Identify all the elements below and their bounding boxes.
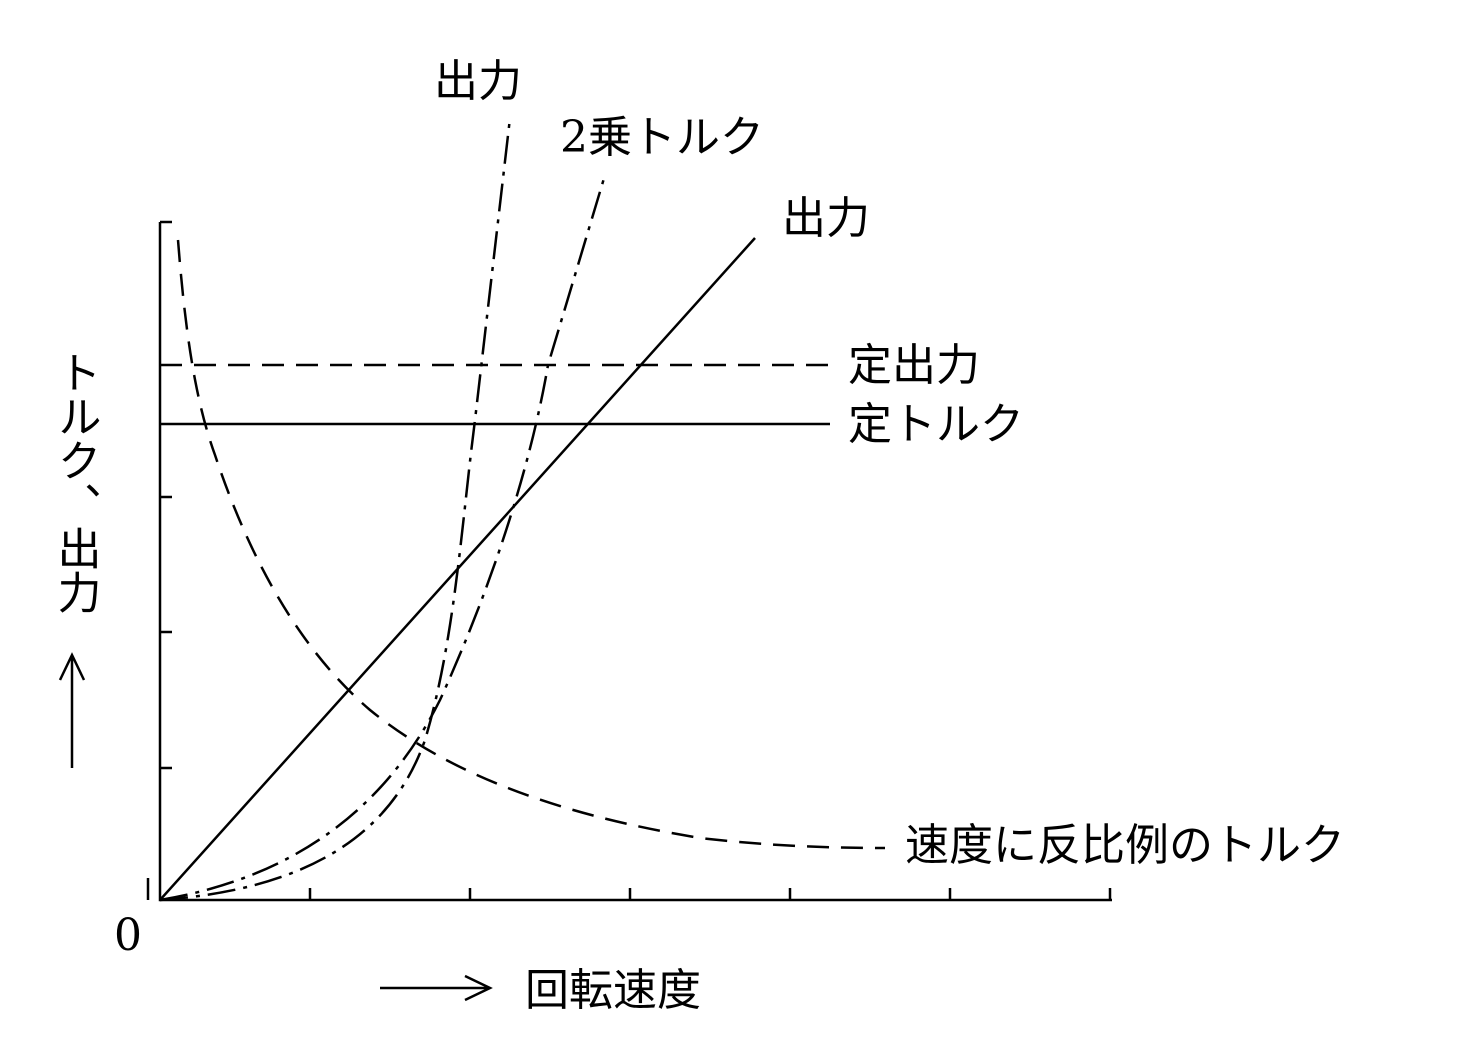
y-arrow	[58, 652, 86, 768]
axis-lines	[158, 222, 1112, 902]
x-arrow	[380, 974, 493, 1002]
square-torque-curve	[159, 174, 607, 902]
inverse-torque-curve	[176, 239, 886, 850]
origin-label: 0	[114, 910, 142, 961]
x-ticks	[308, 888, 1112, 900]
axes	[146, 220, 1112, 902]
curve-label: 定出力	[848, 340, 980, 391]
x-axis-label: 回転速度	[525, 965, 701, 1016]
y-axis-label: トルク、出力	[50, 350, 101, 614]
curve-label: 定トルク	[848, 399, 1024, 450]
curve-label: 速度に反比例のトルク	[905, 820, 1345, 871]
cubic-power-curve	[159, 117, 512, 902]
y-ticks	[160, 220, 172, 770]
curve-label: 出力	[782, 193, 870, 244]
curve-label: 出力	[434, 56, 522, 107]
curve-label: 2乗トルク	[560, 112, 764, 163]
